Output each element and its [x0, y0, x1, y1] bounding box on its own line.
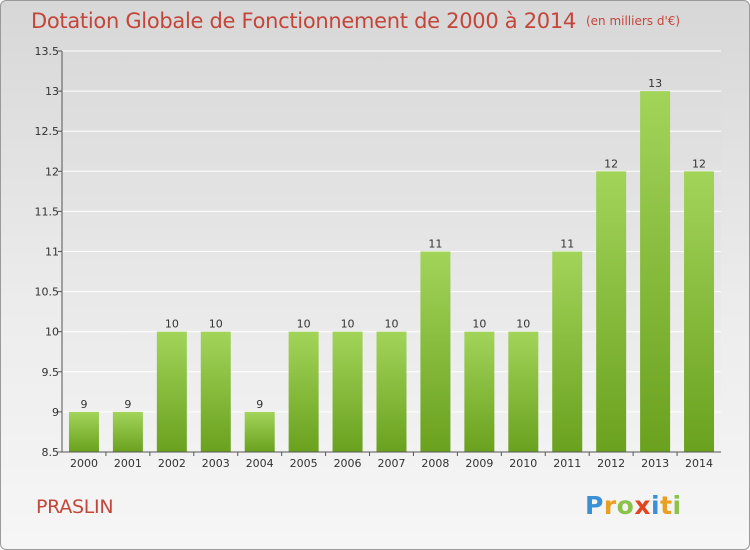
- data-label: 12: [604, 157, 618, 170]
- x-tick-label: 2000: [70, 457, 98, 470]
- data-label: 10: [297, 318, 311, 331]
- bar: [68, 411, 99, 452]
- logo-letter: r: [603, 491, 617, 520]
- data-label: 9: [80, 398, 87, 411]
- bar: [332, 331, 363, 452]
- data-label: 11: [428, 238, 442, 251]
- y-tick-label: 9.5: [42, 366, 60, 379]
- x-tick-label: 2001: [114, 457, 142, 470]
- x-tick-label: 2007: [378, 457, 406, 470]
- x-tick-label: 2003: [202, 457, 230, 470]
- data-label: 9: [124, 398, 131, 411]
- chart-title-text: Dotation Globale de Fonctionnement de 20…: [31, 9, 576, 33]
- bar: [596, 171, 627, 453]
- logo-letter: x: [634, 491, 651, 520]
- data-label: 10: [385, 318, 399, 331]
- y-tick-label: 12.5: [35, 125, 60, 138]
- bar: [112, 411, 143, 452]
- bar: [420, 251, 451, 452]
- y-tick-label: 13.5: [35, 45, 60, 58]
- bar: [376, 331, 407, 452]
- data-label: 10: [472, 318, 486, 331]
- logo-letter: P: [585, 491, 604, 520]
- chart-unit: (en milliers d'€): [585, 14, 681, 28]
- y-tick-label: 11: [45, 246, 59, 259]
- x-tick-label: 2005: [290, 457, 318, 470]
- logo-letter: i: [651, 491, 661, 520]
- logo-letter: o: [616, 491, 635, 520]
- x-tick-label: 2011: [553, 457, 581, 470]
- y-tick-label: 13: [45, 85, 59, 98]
- y-tick-label: 10: [45, 326, 59, 339]
- data-label: 11: [560, 238, 574, 251]
- y-tick-label: 9: [52, 406, 59, 419]
- y-tick-label: 12: [45, 165, 59, 178]
- logo-letter: i: [672, 491, 682, 520]
- bar: [552, 251, 583, 452]
- bar: [244, 411, 275, 452]
- bar: [288, 331, 319, 452]
- bar: [200, 331, 231, 452]
- proxiti-logo: Proxiti: [585, 491, 682, 520]
- bar: [464, 331, 495, 452]
- bar: [508, 331, 539, 452]
- chart-title: Dotation Globale de Fonctionnement de 20…: [31, 9, 680, 33]
- data-label: 10: [209, 318, 223, 331]
- logo-letter: t: [660, 491, 673, 520]
- x-tick-label: 2014: [685, 457, 713, 470]
- bar: [640, 91, 671, 452]
- x-tick-label: 2010: [509, 457, 537, 470]
- x-tick-label: 2012: [597, 457, 625, 470]
- data-label: 10: [516, 318, 530, 331]
- x-tick-label: 2013: [641, 457, 669, 470]
- bar: [156, 331, 187, 452]
- data-label: 10: [165, 318, 179, 331]
- commune-name: PRASLIN: [36, 496, 114, 518]
- data-label: 9: [256, 398, 263, 411]
- y-tick-label: 11.5: [35, 205, 60, 218]
- x-tick-label: 2009: [465, 457, 493, 470]
- x-tick-label: 2002: [158, 457, 186, 470]
- data-label: 10: [341, 318, 355, 331]
- y-tick-label: 8.5: [42, 446, 60, 459]
- x-tick-label: 2008: [421, 457, 449, 470]
- y-tick-label: 10.5: [35, 286, 60, 299]
- data-label: 13: [648, 77, 662, 90]
- x-tick-label: 2006: [334, 457, 362, 470]
- data-label: 12: [692, 157, 706, 170]
- bar: [684, 171, 715, 453]
- x-tick-label: 2004: [246, 457, 274, 470]
